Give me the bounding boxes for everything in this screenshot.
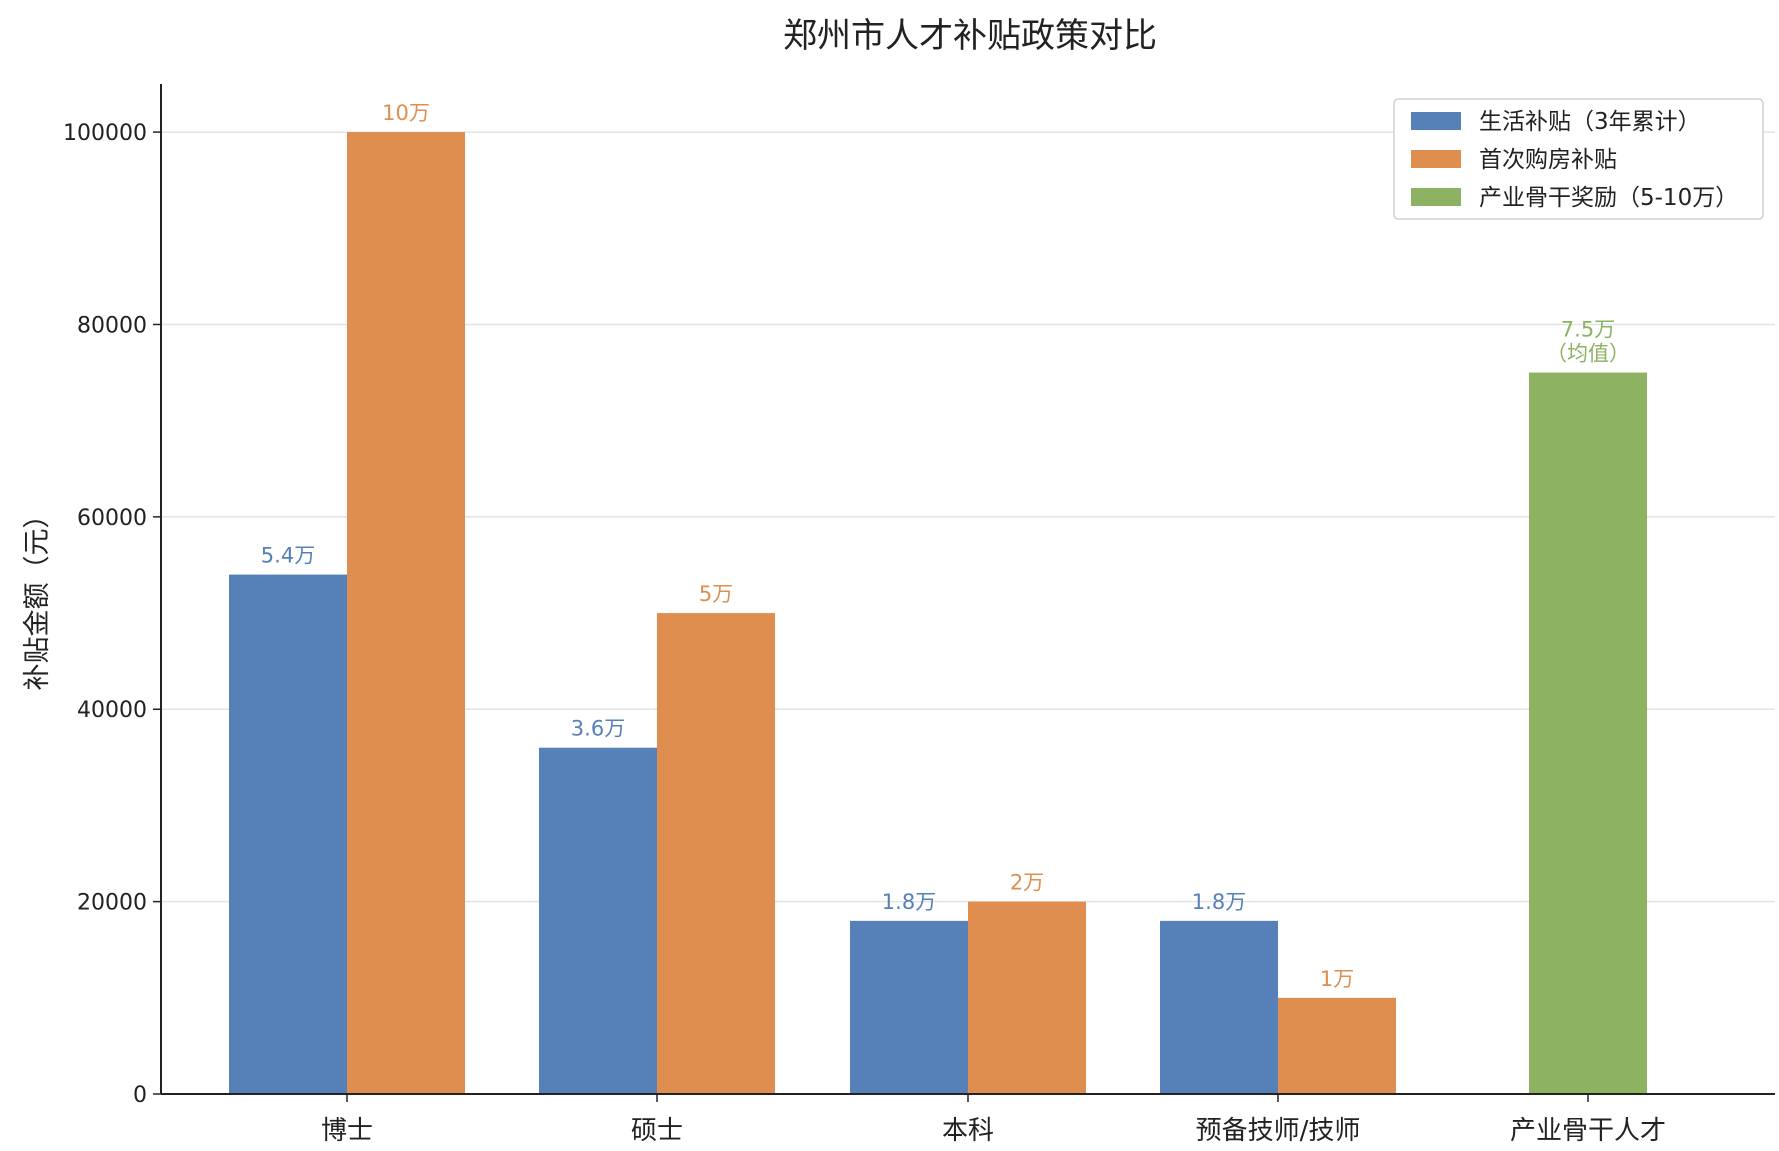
data-label: 1万 <box>1320 967 1354 991</box>
y-axis-label: 补贴金额（元） <box>22 502 53 691</box>
legend-entry: 首次购房补贴 <box>1479 147 1617 173</box>
data-label: 7.5万 <box>1561 318 1615 342</box>
bar <box>1160 920 1278 1094</box>
legend-box <box>1393 98 1764 220</box>
legend-swatch <box>1411 112 1461 130</box>
x-tick-label: 产业骨干人才 <box>1510 1116 1666 1146</box>
y-tick-label: 0 <box>133 1083 147 1108</box>
legend-entry: 生活补贴（3年累计） <box>1479 109 1701 135</box>
x-ticks: 博士 硕士 本科 预备技师/技师 产业骨干人才 <box>321 1094 1666 1146</box>
bar <box>347 132 465 1095</box>
bars <box>229 132 1647 1095</box>
y-tick-label: 20000 <box>77 891 147 916</box>
legend-swatch <box>1411 150 1461 168</box>
y-tick-label: 60000 <box>77 506 147 531</box>
y-tick-label: 40000 <box>77 698 147 723</box>
legend-swatch <box>1411 188 1461 206</box>
y-tick-label: 80000 <box>77 313 147 338</box>
bar <box>850 920 968 1094</box>
data-label: 1.8万 <box>882 890 936 914</box>
data-labels: 5.4万 10万 3.6万 5万 1.8万 2万 1.8万 1万 7.5万（均值） <box>261 101 1630 991</box>
legend-entry: 产业骨干奖励（5-10万） <box>1479 185 1738 211</box>
data-label: 5.4万 <box>261 544 315 568</box>
data-label: 5万 <box>699 582 733 606</box>
bar <box>1278 997 1396 1094</box>
x-tick-label: 本科 <box>942 1116 994 1146</box>
data-label: 3.6万 <box>571 717 625 741</box>
bar <box>229 574 347 1094</box>
x-tick-label: 硕士 <box>631 1116 683 1146</box>
data-label: 2万 <box>1010 871 1044 895</box>
y-tick-label: 100000 <box>63 121 147 146</box>
data-label: 10万 <box>382 101 430 125</box>
chart-title: 郑州市人才补贴政策对比 <box>783 16 1157 56</box>
bar <box>968 901 1086 1094</box>
bar <box>1529 372 1647 1095</box>
bar <box>657 613 775 1094</box>
bar <box>539 747 657 1094</box>
data-label: （均值） <box>1546 342 1630 366</box>
x-tick-label: 预备技师/技师 <box>1196 1116 1361 1146</box>
y-ticks: 0 20000 40000 60000 80000 100000 <box>63 121 161 1108</box>
data-label: 1.8万 <box>1192 890 1246 914</box>
x-tick-label: 博士 <box>321 1116 373 1146</box>
